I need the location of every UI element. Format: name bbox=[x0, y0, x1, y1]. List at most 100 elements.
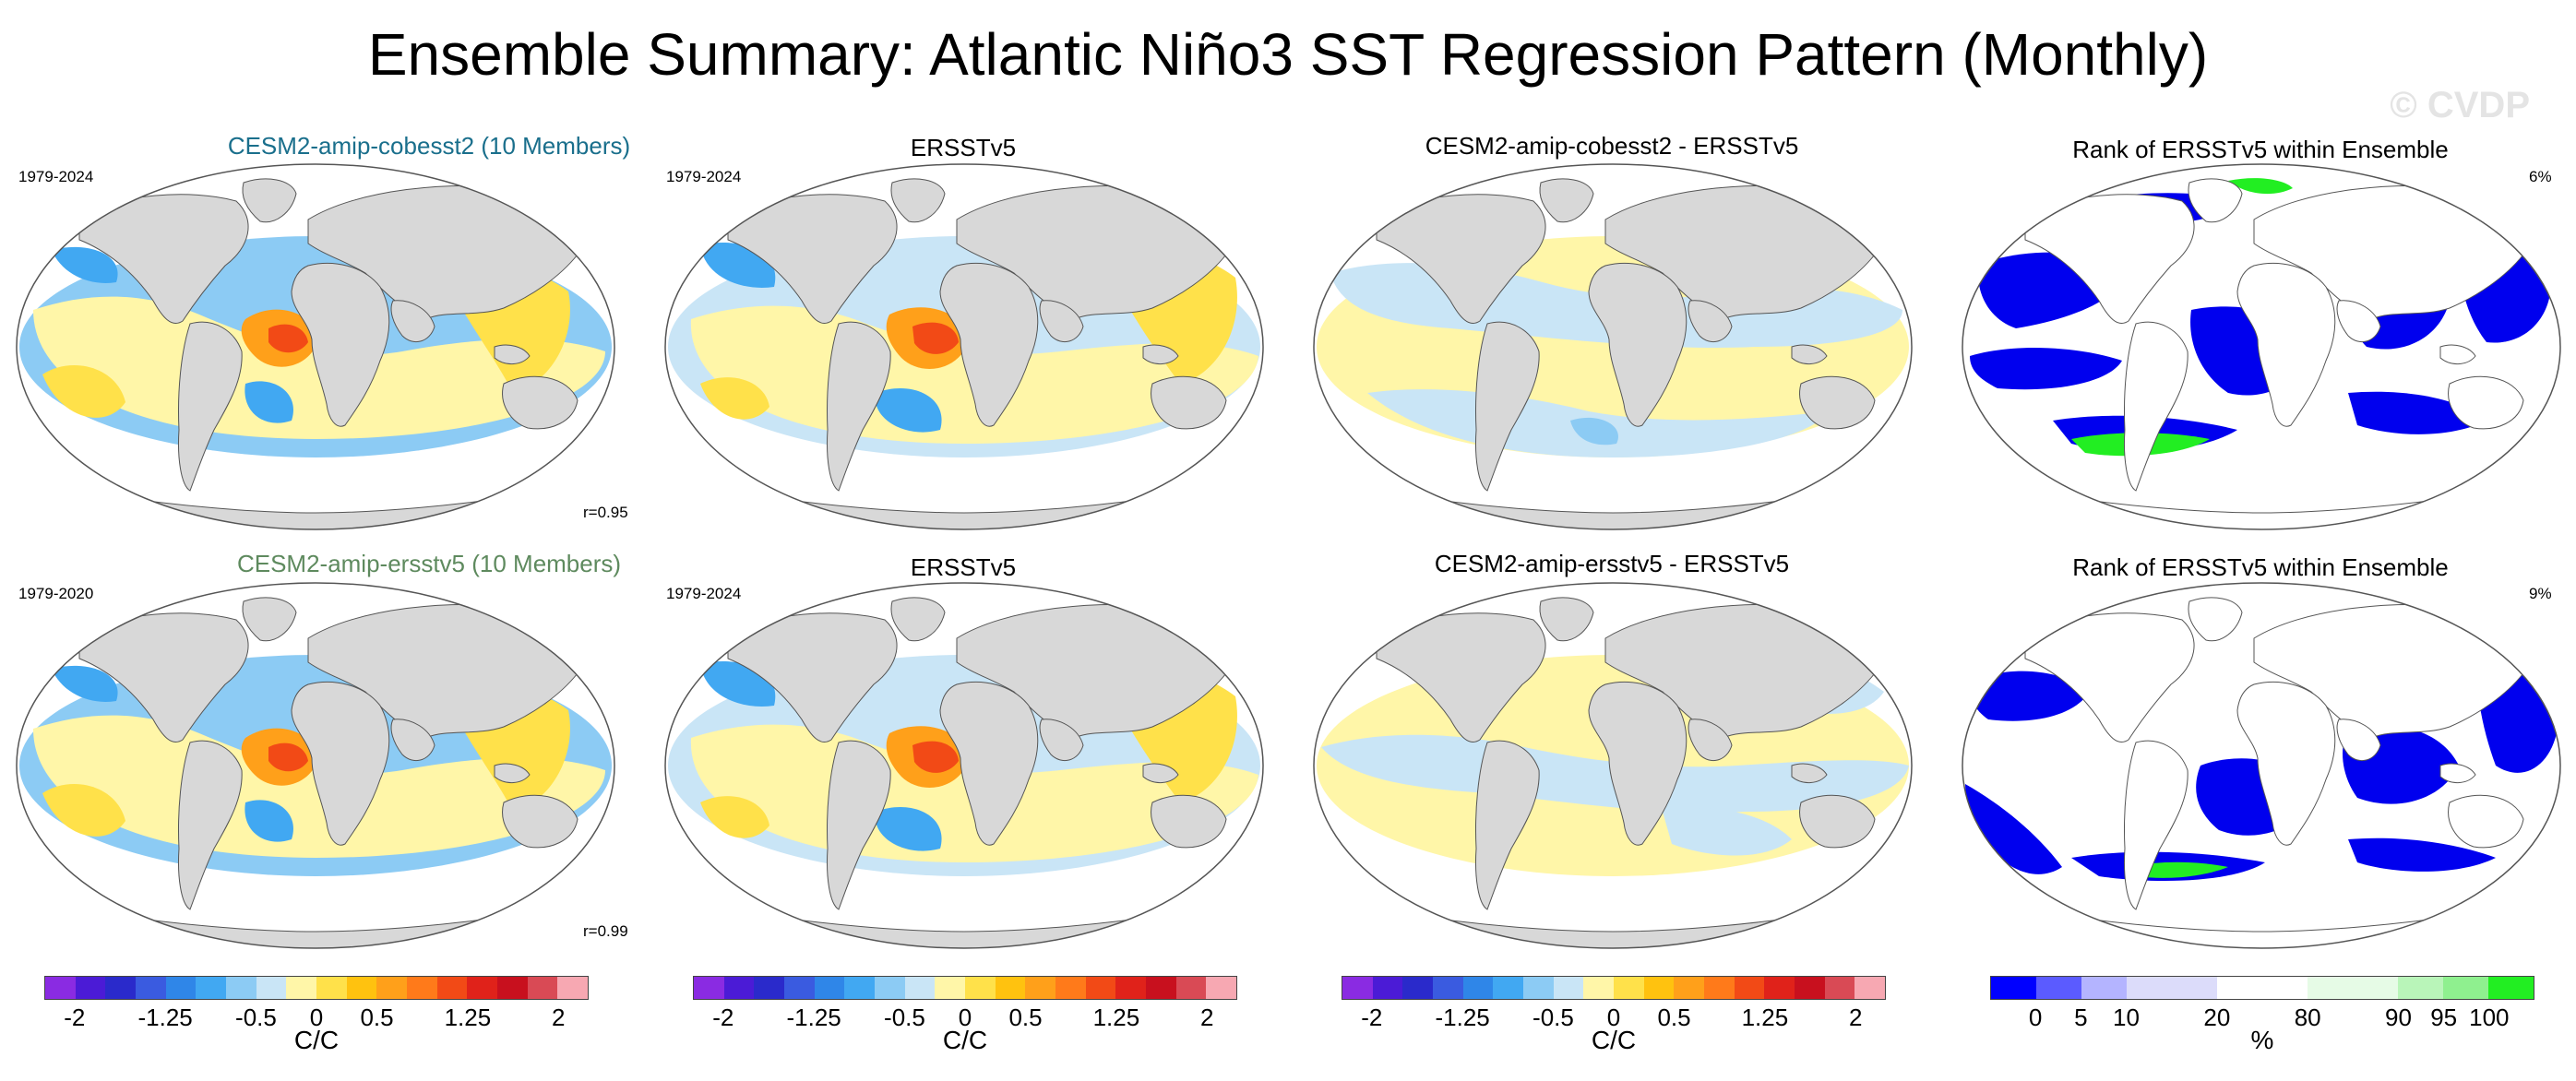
colorbar-swatch bbox=[165, 977, 197, 999]
colorbar-swatch bbox=[1854, 977, 1886, 999]
colorbar-tick-label: 10 bbox=[2113, 1004, 2140, 1031]
landmass bbox=[727, 612, 898, 742]
colorbar-swatch bbox=[1493, 977, 1524, 999]
field-region bbox=[42, 365, 125, 418]
landmass bbox=[2024, 612, 2195, 742]
colorbar-swatch bbox=[407, 977, 437, 999]
colorbar-tick-label: 95 bbox=[2430, 1004, 2458, 1031]
map-outline bbox=[1313, 582, 1913, 949]
colorbar-swatch bbox=[1115, 977, 1147, 999]
field-region bbox=[2348, 391, 2487, 434]
colorbar-tick-label: 20 bbox=[2203, 1004, 2231, 1031]
colorbar-swatch bbox=[1085, 977, 1116, 999]
cvdp-watermark: © CVDP bbox=[2390, 85, 2530, 125]
colorbar-swatch bbox=[557, 977, 589, 999]
map-outline bbox=[1313, 163, 1913, 530]
landmass bbox=[1142, 344, 1179, 364]
colorbar-swatch bbox=[784, 977, 815, 999]
colorbar-swatch bbox=[226, 977, 256, 999]
colorbar-swatch bbox=[2488, 977, 2534, 999]
colorbar-swatch bbox=[1342, 977, 1373, 999]
landmass bbox=[2188, 597, 2243, 642]
colorbar-swatch bbox=[346, 977, 377, 999]
colorbar-swatch bbox=[1372, 977, 1403, 999]
colorbar-swatch bbox=[754, 977, 785, 999]
years-r2c2: 1979-2024 bbox=[666, 585, 742, 602]
landmass bbox=[2439, 344, 2476, 364]
map-outline bbox=[16, 582, 615, 949]
colorbar-swatch bbox=[1553, 977, 1584, 999]
landmass bbox=[1039, 300, 1084, 343]
field-region bbox=[244, 381, 293, 423]
colorbar-unit-label: % bbox=[2250, 1026, 2274, 1054]
corr-r2c1: r=0.99 bbox=[583, 922, 628, 940]
map-r2c2 bbox=[664, 582, 1264, 949]
field-region bbox=[52, 665, 118, 702]
landmass bbox=[1151, 375, 1227, 430]
landmass bbox=[390, 300, 435, 343]
landmass bbox=[178, 740, 243, 910]
landmass bbox=[1376, 612, 1546, 742]
colorbar-swatch bbox=[2308, 977, 2353, 999]
colorbar-swatch bbox=[1055, 977, 1086, 999]
panel-title-r2c1: CESM2-amip-ersstv5 (10 Members) bbox=[236, 550, 622, 577]
colorbar-tick-label: 90 bbox=[2385, 1004, 2412, 1031]
colorbar-tick-label: 2 bbox=[551, 1004, 566, 1031]
colorbar-unit-label: C/C bbox=[1591, 1026, 1637, 1054]
colorbar-swatch bbox=[1824, 977, 1855, 999]
map-outline bbox=[1962, 582, 2561, 949]
colorbar-tick-label: -1.25 bbox=[137, 1004, 193, 1031]
colorbar-swatch bbox=[1643, 977, 1675, 999]
colorbar-swatch bbox=[1175, 977, 1207, 999]
landmass bbox=[890, 597, 946, 642]
landmass bbox=[2188, 178, 2243, 223]
landmass bbox=[2124, 321, 2188, 492]
colorbar-swatch bbox=[814, 977, 845, 999]
colorbar-tick-label: -0.5 bbox=[1532, 1004, 1574, 1031]
colorbar-swatch bbox=[45, 977, 76, 999]
landmass bbox=[1791, 763, 1828, 783]
landmass bbox=[2024, 194, 2195, 324]
colorbar-swatch bbox=[1614, 977, 1644, 999]
colorbar-swatch bbox=[105, 977, 137, 999]
field-region bbox=[244, 800, 293, 842]
colorbar-swatch bbox=[1025, 977, 1056, 999]
colorbar-swatch bbox=[2172, 977, 2217, 999]
colorbar-tick-label: 100 bbox=[2469, 1004, 2510, 1031]
field-region bbox=[875, 387, 942, 433]
landmass bbox=[78, 612, 249, 742]
colorbar-tick-label: -2 bbox=[64, 1004, 86, 1031]
landmass bbox=[1588, 262, 1688, 427]
colorbar-tick-label: 1.25 bbox=[1741, 1004, 1789, 1031]
landmass bbox=[1475, 740, 1540, 910]
landmass bbox=[727, 194, 898, 324]
colorbar-swatch bbox=[2081, 977, 2127, 999]
field-region bbox=[52, 246, 118, 283]
field-region bbox=[1970, 347, 2122, 390]
landmass bbox=[1588, 681, 1688, 846]
landmass bbox=[939, 681, 1039, 846]
colorbar-swatch bbox=[1583, 977, 1615, 999]
map-r1c1 bbox=[16, 163, 615, 530]
colorbar-swatch bbox=[136, 977, 166, 999]
colorbar-tick-label: -2 bbox=[1361, 1004, 1383, 1031]
landmass bbox=[1688, 300, 1733, 343]
colorbar-tick-label: 5 bbox=[2074, 1004, 2088, 1031]
landmass bbox=[1799, 794, 1876, 849]
field-region bbox=[1570, 417, 1618, 445]
field-region bbox=[42, 784, 125, 837]
colorbar-swatch bbox=[844, 977, 876, 999]
colorbar-1 bbox=[44, 976, 589, 1000]
landmass bbox=[178, 321, 243, 492]
pct-r2c4: 9% bbox=[2529, 585, 2552, 602]
landmass bbox=[1039, 719, 1084, 762]
colorbar-tick-label: 0.5 bbox=[360, 1004, 394, 1031]
colorbar-swatch bbox=[2262, 977, 2308, 999]
colorbar-swatch bbox=[2353, 977, 2398, 999]
field-region bbox=[912, 322, 959, 354]
landmass bbox=[291, 262, 390, 427]
colorbar-tick-label: 2 bbox=[1848, 1004, 1863, 1031]
map-r1c2 bbox=[664, 163, 1264, 530]
colorbar-tick-label: -1.25 bbox=[1435, 1004, 1490, 1031]
landmass bbox=[2439, 763, 2476, 783]
